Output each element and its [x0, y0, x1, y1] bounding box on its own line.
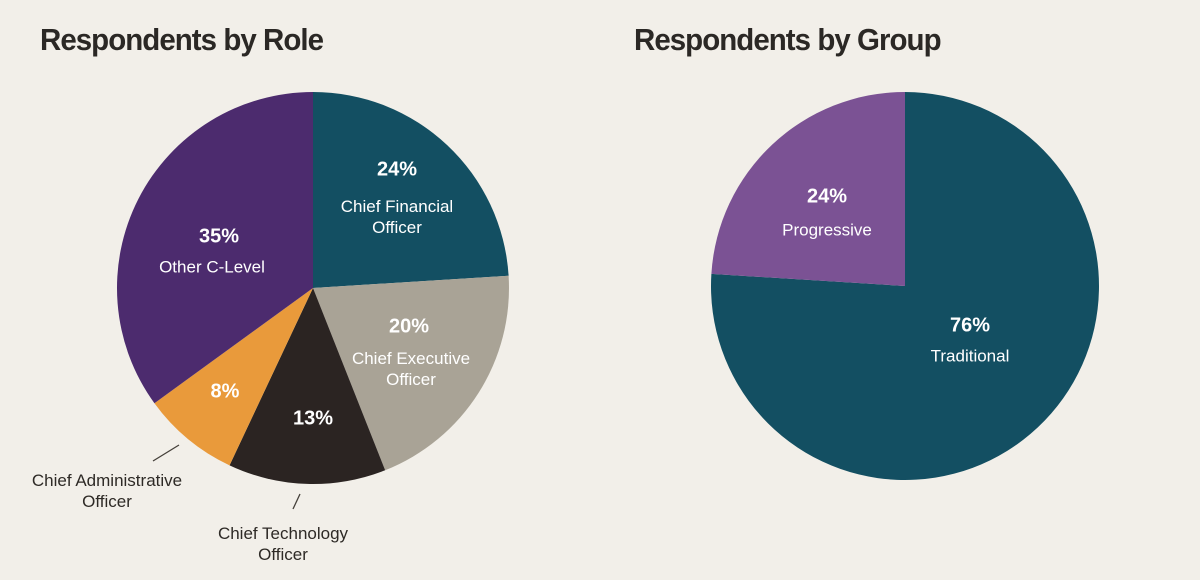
pie-slice-traditional — [710, 92, 1099, 480]
pie-slice-chief-financial-officer — [313, 92, 509, 288]
group-traditional-label: Traditional — [930, 346, 1010, 366]
role-other-percent: 35% — [198, 225, 240, 248]
role-cfo-percent: 24% — [376, 158, 418, 181]
role-cto-percent: 13% — [292, 407, 334, 430]
pie-slice-chief-executive-officer — [313, 275, 509, 471]
group-traditional-percent: 76% — [949, 314, 991, 337]
role-cfo-label: Chief Financial Officer — [340, 197, 454, 237]
role-cao-label: Chief Administrative Officer — [31, 471, 183, 511]
leader-line-chief-technology-officer — [292, 493, 301, 510]
group-progressive-percent: 24% — [806, 185, 848, 208]
role-ceo-label: Chief Executive Officer — [351, 349, 471, 389]
role-other-label: Other C-Level — [159, 257, 265, 277]
pie-slice-progressive — [711, 92, 905, 286]
pie-slice-chief-technology-officer — [229, 288, 386, 485]
pie-slice-chief-administrative-officer — [154, 288, 313, 466]
role-ceo-percent: 20% — [388, 315, 430, 338]
pie-slice-other-c-level — [116, 92, 313, 404]
role-cto-label: Chief Technology Officer — [217, 524, 349, 564]
chart-title-role: Respondents by Role — [40, 22, 324, 57]
group-progressive-label: Progressive — [782, 220, 872, 240]
role-cao-percent: 8% — [210, 380, 240, 403]
leader-line-chief-administrative-officer — [152, 444, 180, 462]
chart-title-group: Respondents by Group — [634, 22, 942, 57]
